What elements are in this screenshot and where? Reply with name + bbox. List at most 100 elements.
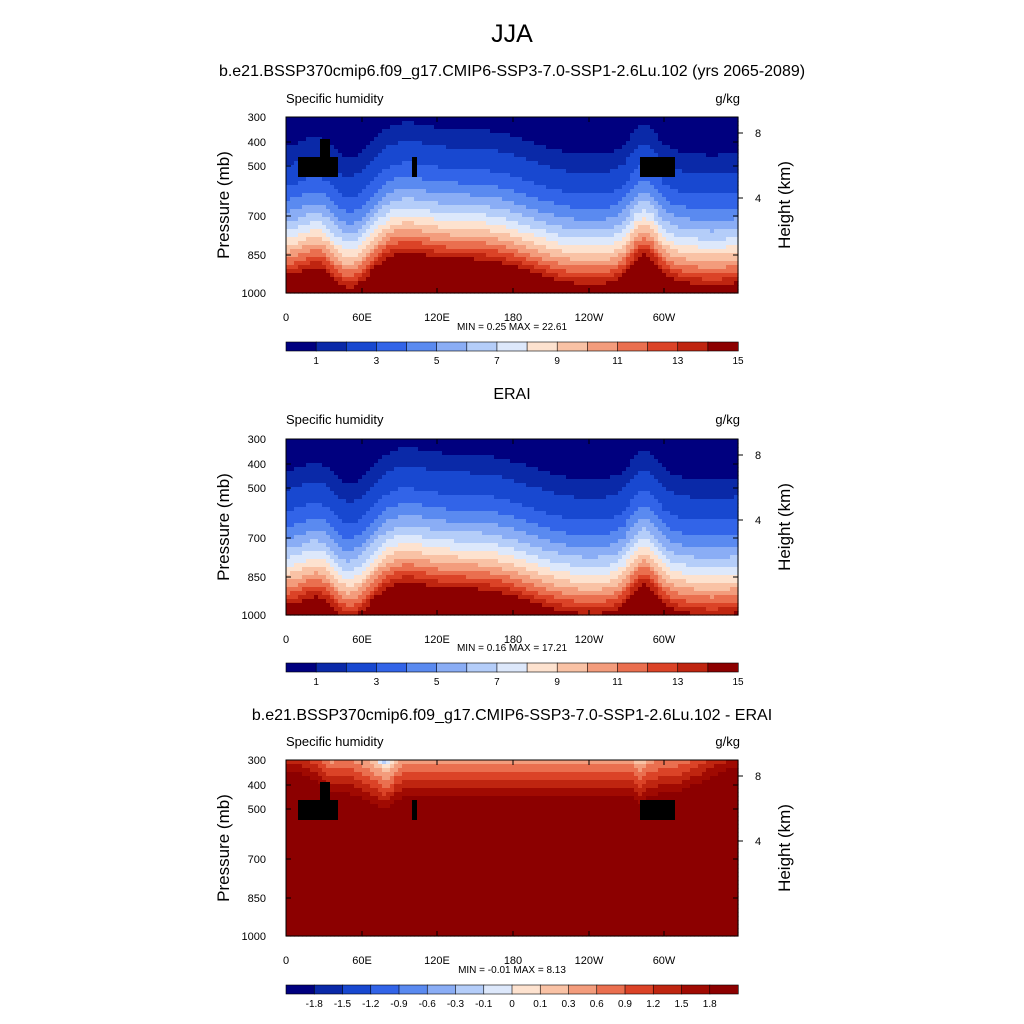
field-cell (494, 225, 499, 230)
field-cell (670, 149, 675, 154)
field-cell (510, 273, 515, 278)
field-cell (470, 205, 475, 210)
field-cell (618, 121, 623, 126)
field-cell (590, 241, 595, 246)
field-cell (306, 233, 311, 238)
field-cell (710, 141, 715, 146)
field-cell (326, 277, 331, 282)
field-cell (654, 133, 659, 138)
field-cell (642, 273, 647, 278)
field-cell (382, 185, 387, 190)
field-cell (446, 253, 451, 258)
field-cell (550, 245, 555, 250)
field-cell (402, 249, 407, 254)
field-cell (426, 181, 431, 186)
field-cell (562, 173, 567, 178)
field-cell (318, 229, 323, 234)
field-cell (322, 205, 327, 210)
field-cell (302, 213, 307, 218)
field-cell (422, 145, 427, 150)
field-cell (710, 193, 715, 198)
field-cell (518, 137, 523, 142)
field-cell (638, 269, 643, 274)
field-cell (602, 285, 607, 290)
field-cell (422, 209, 427, 214)
field-cell (610, 201, 615, 206)
field-cell (414, 249, 419, 254)
field-cell (350, 241, 355, 246)
field-cell (602, 261, 607, 266)
field-cell (498, 205, 503, 210)
field-cell (530, 145, 535, 150)
field-cell (678, 181, 683, 186)
field-cell (346, 125, 351, 130)
field-cell (426, 253, 431, 258)
field-cell (446, 129, 451, 134)
field-cell (290, 261, 295, 266)
field-cell (462, 249, 467, 254)
field-cell (418, 225, 423, 230)
field-cell (314, 185, 319, 190)
field-cell (710, 117, 715, 122)
field-cell (418, 277, 423, 282)
field-cell (374, 141, 379, 146)
field-cell (714, 209, 719, 214)
field-cell (690, 273, 695, 278)
field-cell (294, 277, 299, 282)
field-cell (290, 245, 295, 250)
field-cell (486, 205, 491, 210)
field-cell (722, 197, 727, 202)
field-cell (538, 149, 543, 154)
field-cell (726, 125, 731, 130)
field-cell (582, 189, 587, 194)
field-cell (510, 161, 515, 166)
field-cell (550, 125, 555, 130)
field-cell (470, 145, 475, 150)
field-cell (454, 173, 459, 178)
field-cell (714, 225, 719, 230)
field-cell (450, 209, 455, 214)
field-cell (622, 117, 627, 122)
field-cell (402, 121, 407, 126)
field-cell (370, 189, 375, 194)
field-cell (642, 177, 647, 182)
field-cell (426, 237, 431, 242)
field-cell (678, 285, 683, 290)
field-cell (662, 241, 667, 246)
field-cell (534, 141, 539, 146)
field-cell (434, 269, 439, 274)
field-cell (490, 257, 495, 262)
field-cell (514, 245, 519, 250)
field-cell (450, 157, 455, 162)
field-cell (342, 181, 347, 186)
field-cell (558, 173, 563, 178)
field-cell (570, 253, 575, 258)
field-cell (650, 265, 655, 270)
field-cell (454, 249, 459, 254)
field-cell (530, 233, 535, 238)
field-cell (666, 193, 671, 198)
field-cell (590, 189, 595, 194)
field-cell (338, 245, 343, 250)
field-cell (546, 145, 551, 150)
field-cell (454, 181, 459, 186)
field-cell (590, 181, 595, 186)
field-cell (598, 213, 603, 218)
field-cell (494, 185, 499, 190)
field-cell (442, 181, 447, 186)
field-cell (430, 133, 435, 138)
field-cell (438, 261, 443, 266)
field-cell (354, 213, 359, 218)
field-cell (486, 233, 491, 238)
field-cell (682, 225, 687, 230)
field-cell (726, 149, 731, 154)
field-cell (614, 149, 619, 154)
field-cell (402, 193, 407, 198)
field-cell (346, 117, 351, 122)
field-cell (458, 269, 463, 274)
field-cell (574, 233, 579, 238)
field-cell (550, 121, 555, 126)
field-cell (290, 253, 295, 258)
field-cell (410, 117, 415, 122)
field-cell (290, 273, 295, 278)
